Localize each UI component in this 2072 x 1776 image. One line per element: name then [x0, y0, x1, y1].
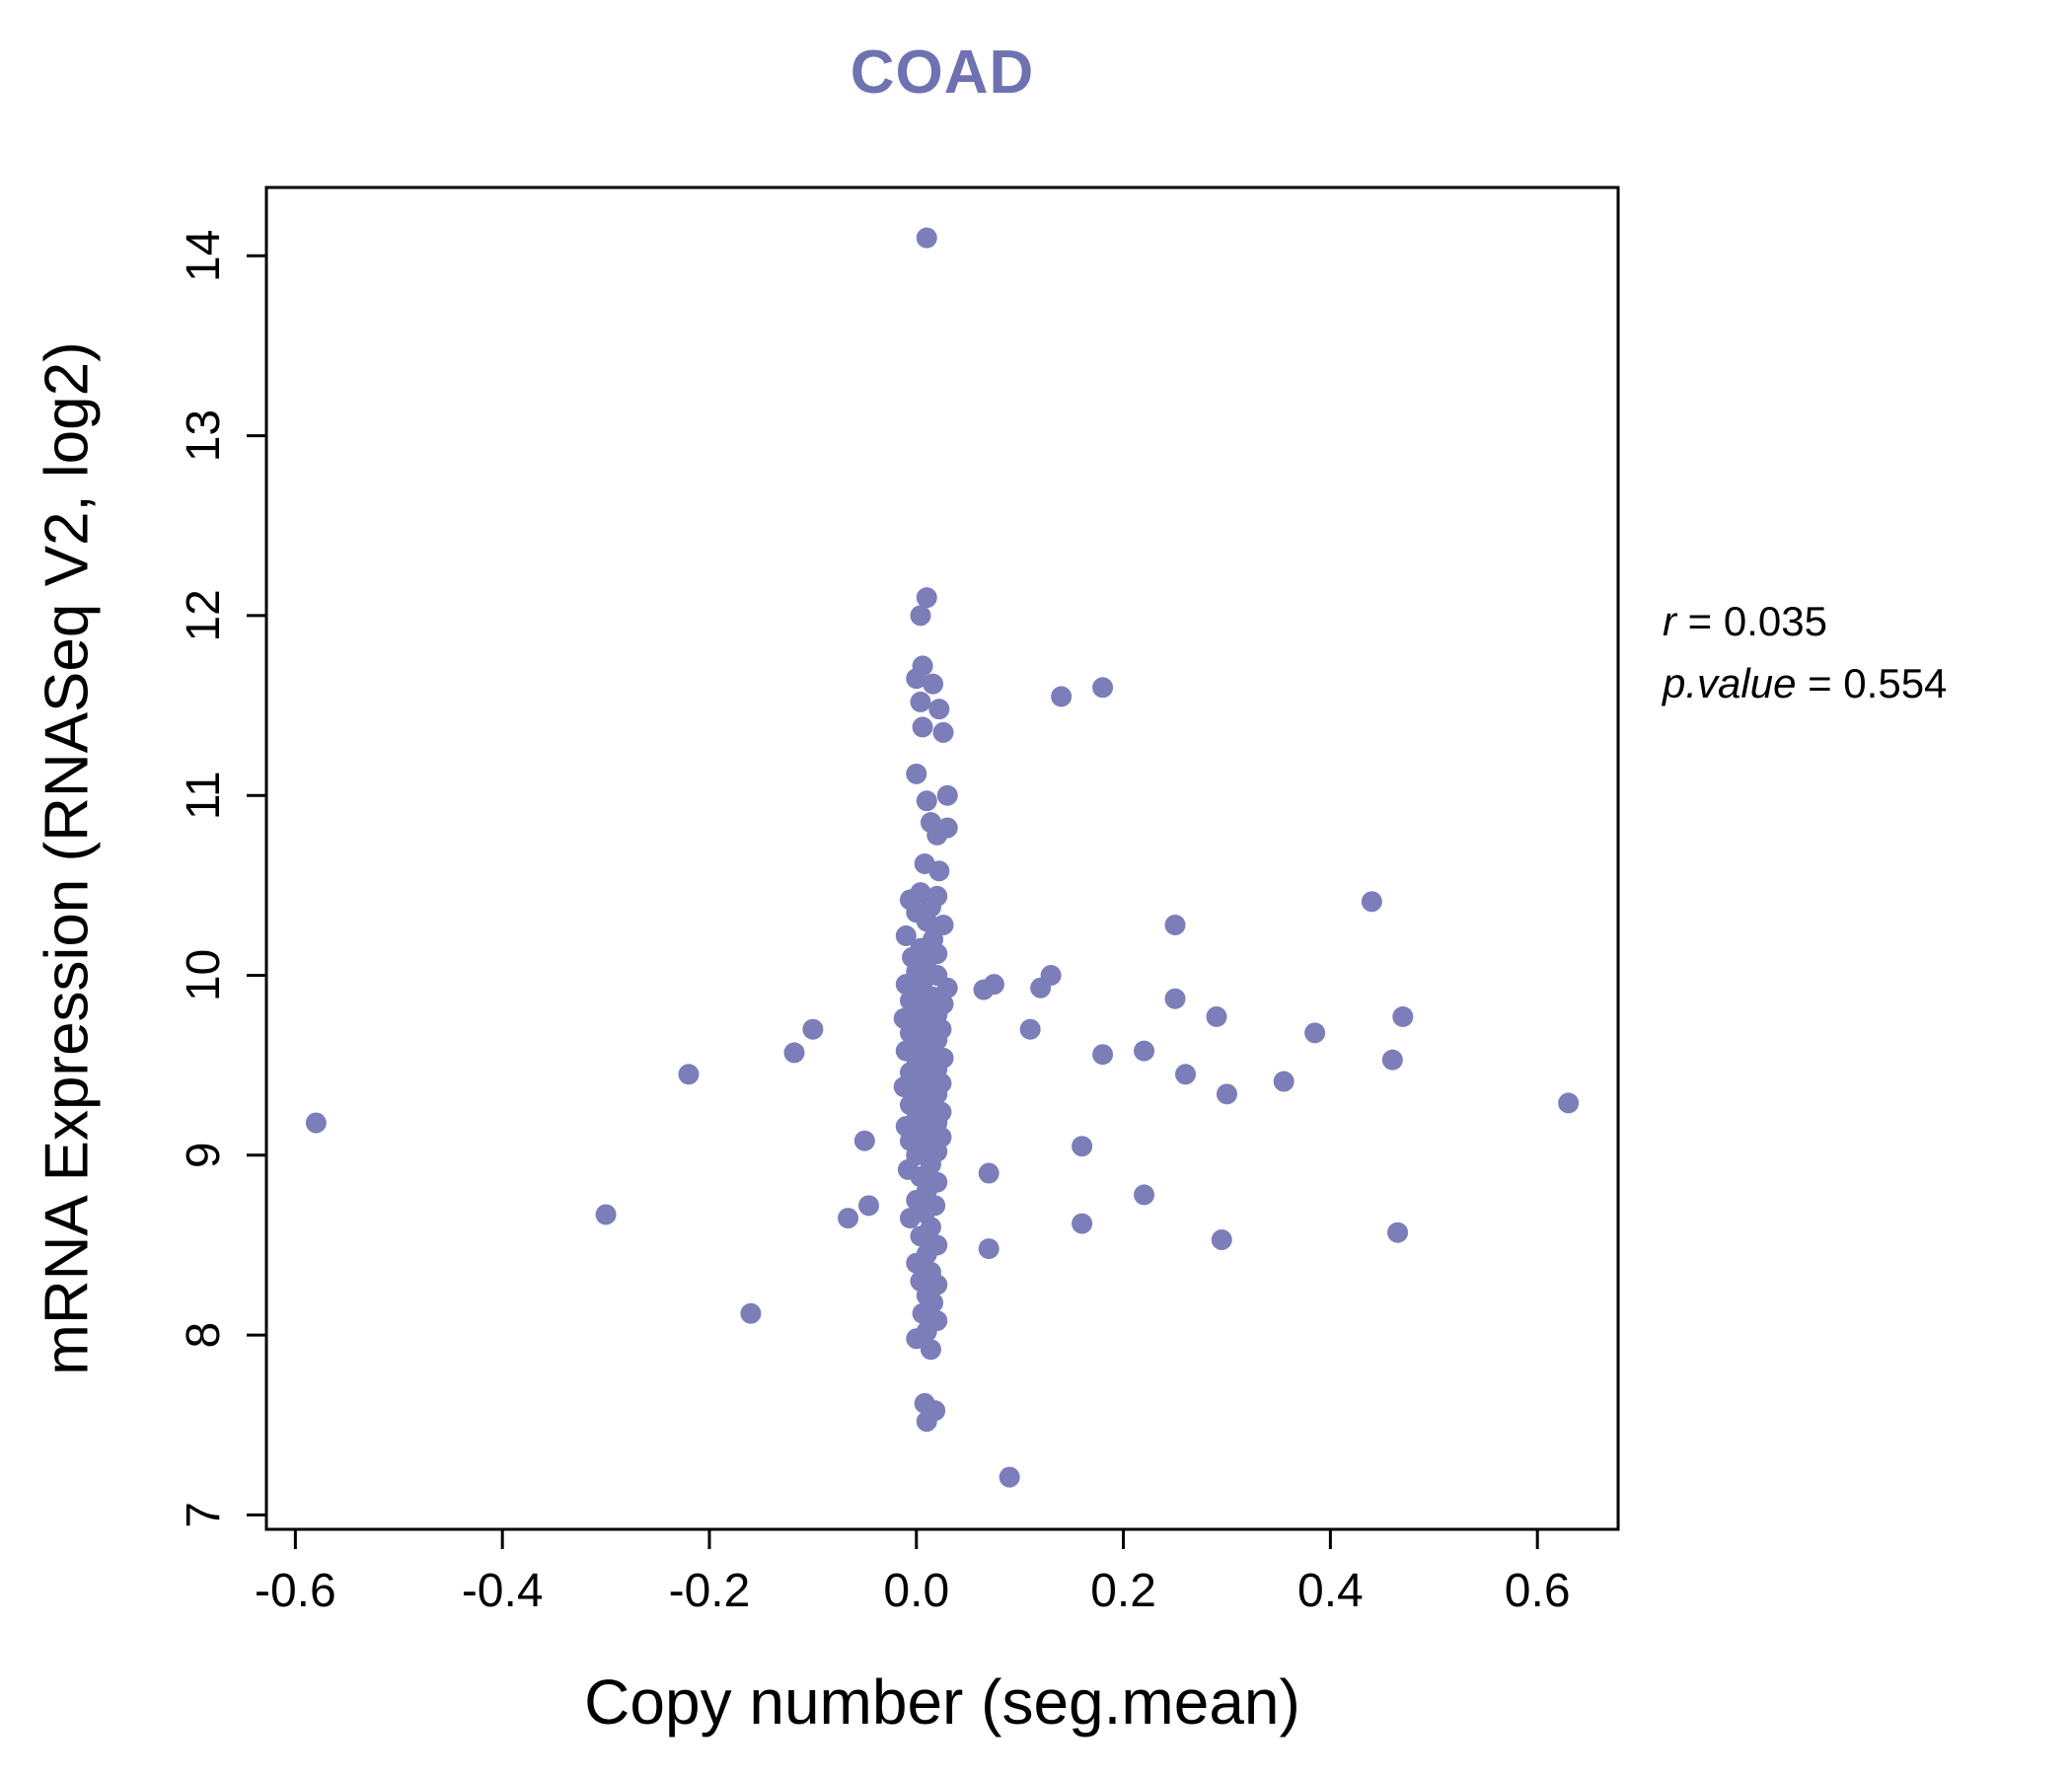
data-point — [1051, 686, 1073, 707]
data-point — [1134, 1184, 1155, 1206]
data-point — [802, 1018, 824, 1040]
data-point — [923, 673, 944, 695]
data-point — [932, 914, 954, 935]
data-point — [1216, 1083, 1237, 1105]
y-tick-label: 12 — [178, 589, 230, 641]
data-point — [783, 1042, 805, 1064]
x-tick-label: 0.6 — [1505, 1565, 1571, 1617]
data-point — [1072, 1213, 1093, 1234]
x-tick-label: 0.0 — [883, 1565, 949, 1617]
data-point — [740, 1302, 762, 1324]
data-point — [1211, 1228, 1232, 1250]
data-point — [1175, 1064, 1197, 1085]
x-tick-label: 0.2 — [1090, 1565, 1156, 1617]
r-value: = 0.035 — [1676, 598, 1827, 644]
y-tick-label: 13 — [178, 409, 230, 462]
data-point — [928, 699, 950, 720]
data-point — [906, 1328, 927, 1350]
data-point — [305, 1112, 327, 1134]
data-point — [910, 1225, 931, 1247]
data-point — [1019, 1018, 1041, 1040]
plot-box — [264, 185, 1620, 1531]
data-point — [916, 227, 937, 249]
r-value-line: r = 0.035 — [1663, 590, 1947, 652]
data-point — [899, 1208, 921, 1229]
r-var: r — [1663, 598, 1676, 644]
data-point — [858, 1195, 880, 1217]
data-point — [910, 605, 931, 627]
data-point — [1392, 1005, 1414, 1027]
data-point — [916, 587, 937, 609]
data-point — [916, 1411, 937, 1433]
p-var: p.value — [1663, 660, 1797, 706]
data-point — [916, 790, 937, 812]
data-point — [853, 1130, 875, 1151]
x-tick-label: 0.4 — [1297, 1565, 1364, 1617]
data-point — [928, 860, 950, 882]
data-point — [978, 1238, 999, 1260]
data-point — [1273, 1071, 1295, 1092]
data-point — [1361, 891, 1382, 913]
data-point — [838, 1208, 859, 1229]
y-tick-label: 10 — [178, 949, 230, 1001]
data-point — [936, 784, 958, 806]
x-tick-label: -0.4 — [462, 1565, 544, 1617]
y-tick-label: 8 — [178, 1322, 230, 1349]
data-point — [1072, 1136, 1093, 1157]
data-point — [920, 1339, 941, 1361]
chart-title: COAD — [850, 38, 1035, 107]
y-tick-label: 9 — [178, 1142, 230, 1168]
data-point — [1092, 1044, 1114, 1066]
p-value: = 0.554 — [1796, 660, 1948, 706]
data-point — [1134, 1040, 1155, 1062]
data-point — [932, 721, 954, 743]
data-point — [1040, 964, 1062, 986]
y-tick-label: 11 — [178, 771, 230, 820]
data-point — [999, 1466, 1020, 1488]
data-point — [1164, 914, 1186, 935]
correlation-annotation: r = 0.035 p.value = 0.554 — [1663, 590, 1947, 714]
data-point — [978, 1162, 999, 1184]
y-tick-label: 14 — [178, 230, 230, 282]
data-point — [1092, 677, 1114, 699]
y-tick-label: 7 — [178, 1502, 230, 1528]
data-point — [926, 824, 948, 846]
data-point — [678, 1064, 700, 1085]
x-tick-label: -0.6 — [255, 1565, 336, 1617]
data-point — [916, 911, 937, 932]
data-point — [1164, 988, 1186, 1009]
data-point — [906, 668, 927, 690]
x-axis-label: Copy number (seg.mean) — [584, 1666, 1300, 1738]
data-point — [895, 1040, 917, 1062]
data-point — [910, 691, 931, 712]
data-point — [973, 979, 995, 1000]
data-point — [1206, 1005, 1227, 1027]
x-tick-label: -0.2 — [669, 1565, 751, 1617]
y-axis-label: mRNA Expression (RNASeq V2, log2) — [33, 341, 102, 1375]
data-point — [906, 763, 927, 784]
data-point — [595, 1204, 617, 1225]
data-point — [1558, 1092, 1580, 1114]
p-value-line: p.value = 0.554 — [1663, 652, 1947, 714]
data-point — [1381, 1049, 1403, 1071]
data-point — [912, 716, 933, 738]
data-point — [895, 925, 917, 946]
data-point — [1387, 1221, 1409, 1243]
data-point — [1304, 1022, 1326, 1044]
